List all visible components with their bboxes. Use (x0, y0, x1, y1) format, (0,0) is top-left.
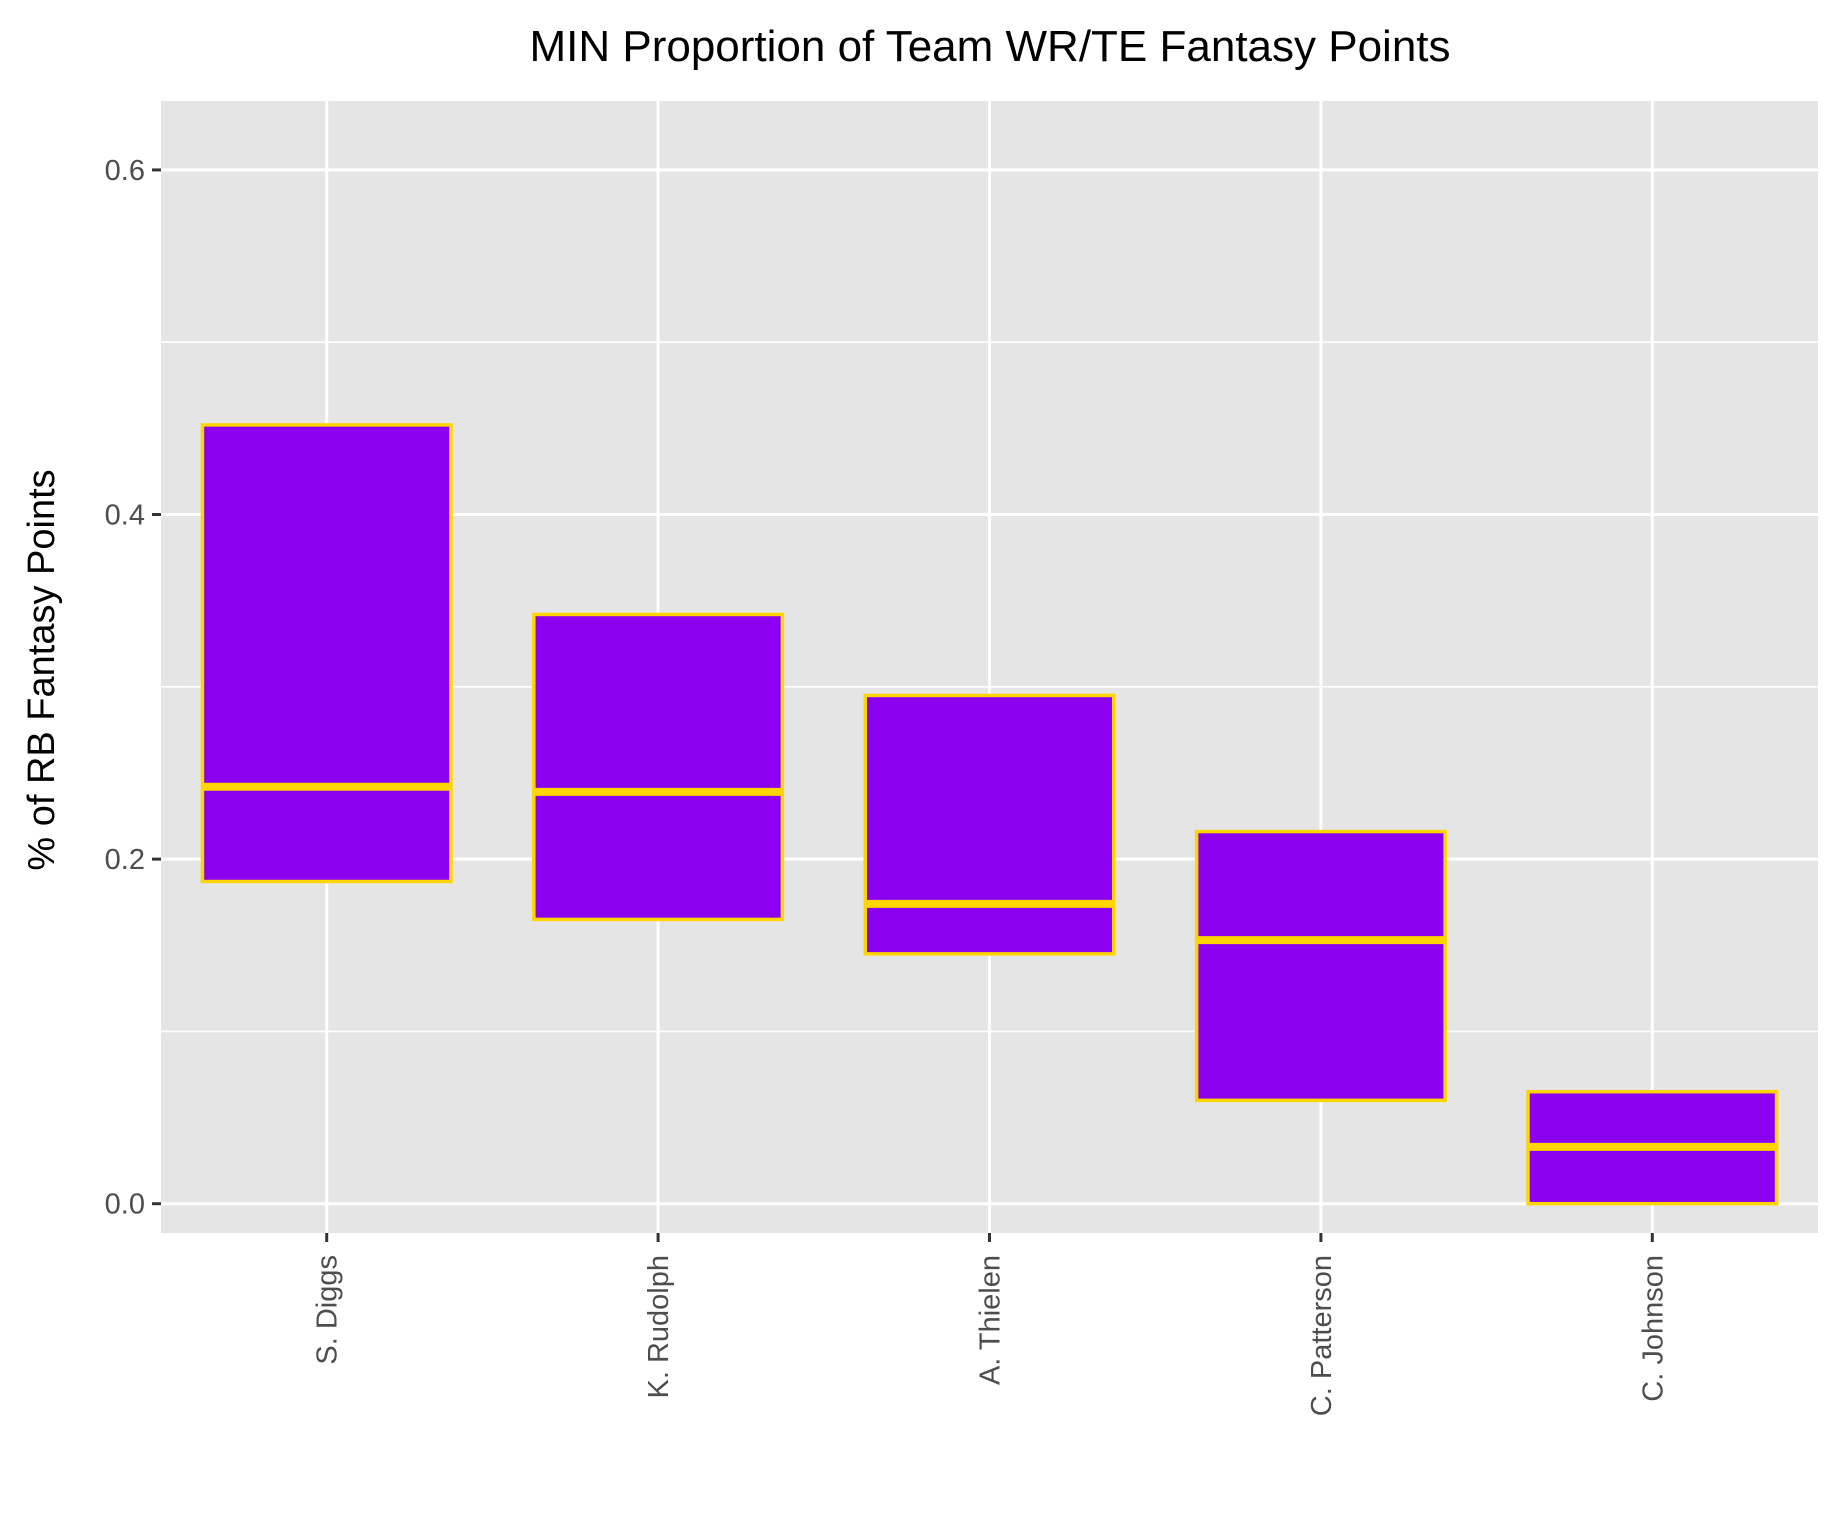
y-axis: 0.0 0.2 0.4 0.6 (105, 155, 161, 1221)
y-axis-title: % of RB Fantasy Points (21, 469, 63, 870)
x-tick-label: A. Thielen (975, 1255, 1007, 1385)
box-a-thielen (863, 693, 1116, 956)
box-k-rudolph (532, 612, 785, 922)
x-tick-label: S. Diggs (312, 1255, 344, 1365)
x-tick-label: C. Patterson (1306, 1255, 1338, 1416)
box-c-patterson (1194, 829, 1447, 1103)
chart-title: MIN Proportion of Team WR/TE Fantasy Poi… (529, 22, 1450, 71)
x-tick-label: C. Johnson (1637, 1255, 1669, 1402)
y-tick-label: 0.2 (105, 844, 145, 876)
y-tick-label: 0.4 (105, 500, 145, 532)
y-tick-label: 0.0 (105, 1189, 145, 1221)
y-tick-label: 0.6 (105, 155, 145, 187)
x-tick-label: K. Rudolph (643, 1255, 675, 1399)
x-axis: S. Diggs K. Rudolph A. Thielen C. Patterson… (312, 1233, 1669, 1416)
box-s-diggs (200, 423, 453, 884)
box-series (200, 423, 1779, 1206)
